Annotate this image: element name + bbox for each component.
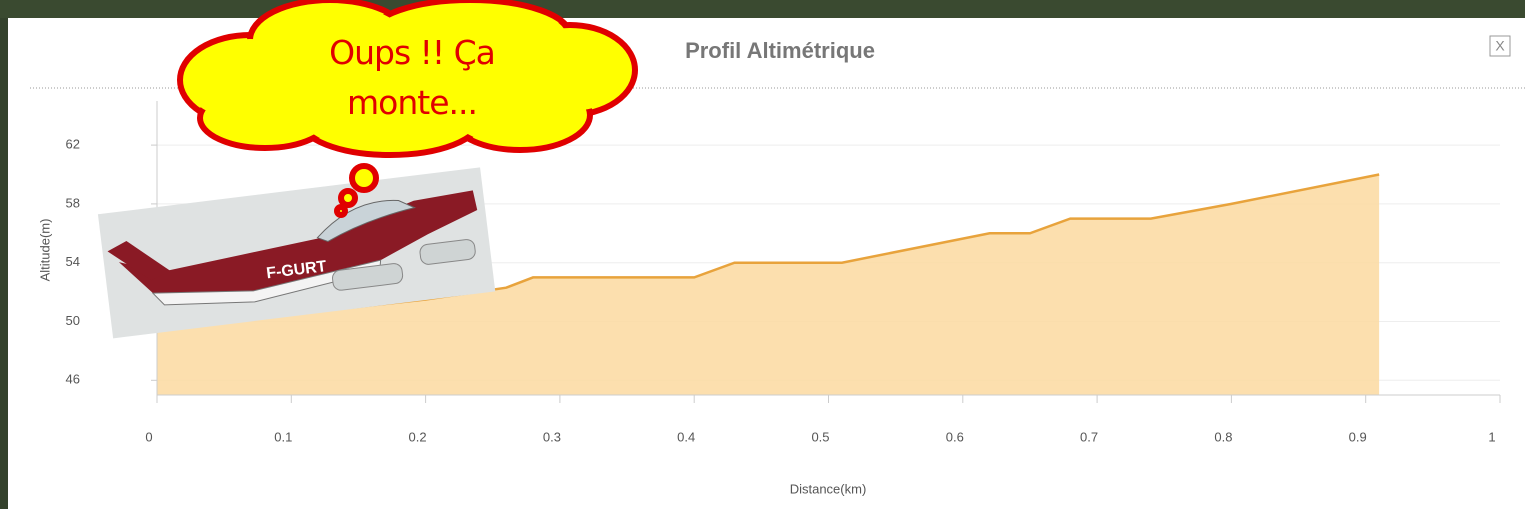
chart: Profil Altimétrique X 46 50 54 58 62 0 0.1 0.2 0…	[0, 0, 1525, 509]
x-tick-label: 0.8	[1214, 429, 1232, 444]
x-tick-label: 0.3	[543, 429, 561, 444]
y-tick-label: 62	[66, 137, 80, 152]
screen: Profil Altimétrique X 46 50 54 58 62 0 0.1 0.2 0…	[0, 0, 1525, 509]
y-tick-label: 46	[66, 372, 80, 387]
x-tick-label: 0.5	[811, 429, 829, 444]
x-tick-label: 0.1	[274, 429, 292, 444]
x-axis-title: Distance(km)	[790, 481, 867, 496]
x-tick-label: 0.4	[677, 429, 695, 444]
x-tick-label: 1	[1488, 429, 1495, 444]
y-tick-label: 54	[66, 254, 80, 269]
chart-title: Profil Altimétrique	[685, 38, 875, 63]
x-tick-label: 0.9	[1349, 429, 1367, 444]
x-tick-label: 0	[145, 429, 152, 444]
x-tick-label: 0.6	[946, 429, 964, 444]
y-tick-label: 50	[66, 313, 80, 328]
x-tick-label: 0.2	[409, 429, 427, 444]
y-tick-label: 58	[66, 195, 80, 210]
close-label[interactable]: X	[1495, 38, 1505, 54]
y-axis-title: Altitude(m)	[37, 219, 52, 282]
map-strip	[0, 0, 1525, 18]
callout-text: Oups !! Ça monte...	[262, 28, 562, 128]
x-tick-label: 0.7	[1080, 429, 1098, 444]
